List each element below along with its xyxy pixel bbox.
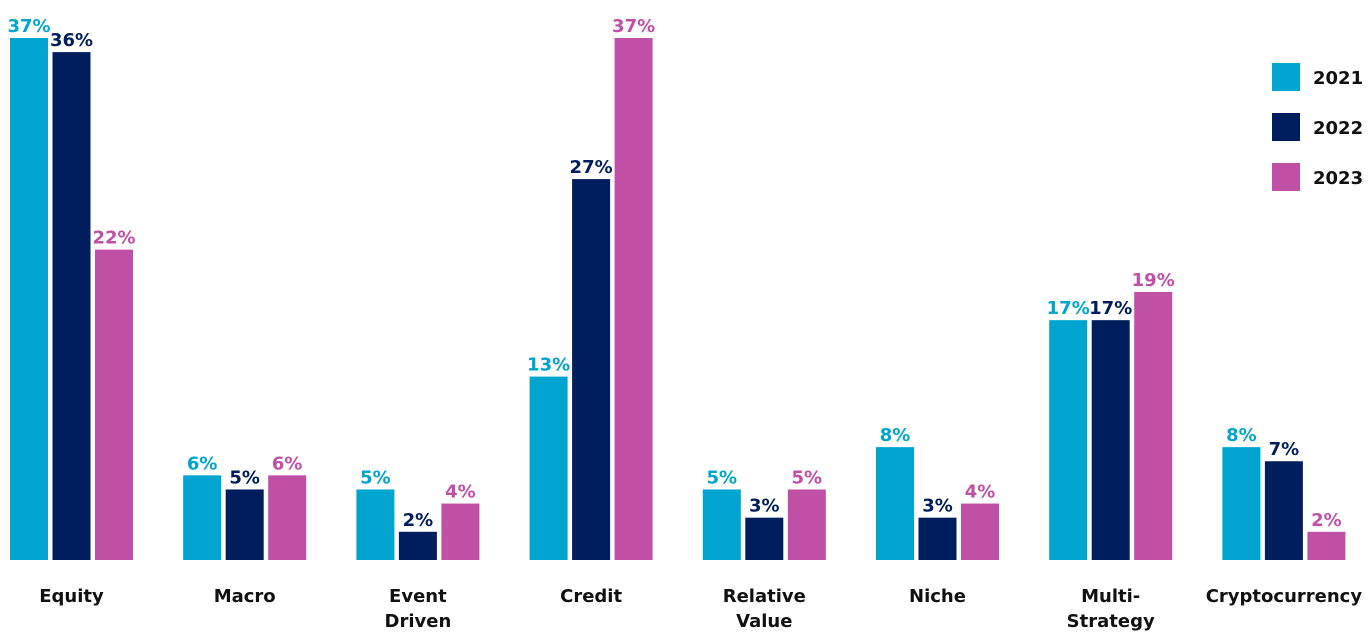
bar (356, 489, 395, 560)
bar (52, 52, 91, 561)
x-tick-label: Equity (39, 586, 104, 607)
value-label: 5% (360, 467, 391, 488)
value-label: 2% (1311, 510, 1342, 531)
x-tick-label: Macro (213, 586, 276, 607)
value-label: 3% (922, 496, 953, 517)
value-label: 4% (445, 482, 476, 503)
bar (745, 517, 784, 560)
x-tick-label: Credit (560, 586, 623, 607)
x-tick-label: Event Driven (384, 586, 452, 632)
legend-swatch (1272, 113, 1300, 141)
value-label: 5% (707, 467, 738, 488)
value-label: 2% (403, 510, 434, 531)
value-label: 37% (612, 16, 655, 37)
x-tick-label: Cryptocurrency (1205, 586, 1363, 607)
bar (1091, 320, 1130, 560)
bar (1049, 320, 1088, 560)
bar (1222, 447, 1261, 560)
bar (961, 503, 999, 560)
value-label: 13% (527, 355, 570, 376)
legend-label: 2021 (1313, 68, 1363, 89)
bar (572, 179, 611, 560)
bar (225, 489, 264, 560)
value-label: 3% (749, 496, 780, 517)
bar (918, 517, 957, 560)
legend-label: 2023 (1313, 168, 1363, 189)
bar (10, 38, 48, 560)
bar (95, 249, 133, 560)
value-label: 17% (1089, 298, 1132, 319)
x-tick-label: Relative Value (722, 586, 806, 632)
value-label: 19% (1132, 270, 1175, 291)
legend-swatch (1272, 163, 1300, 191)
x-tick-label: Niche (909, 586, 966, 607)
bar (1307, 531, 1346, 560)
value-label: 5% (792, 467, 823, 488)
value-label: 8% (1226, 425, 1257, 446)
bar (876, 447, 914, 560)
value-label: 22% (92, 228, 135, 249)
x-tick-label: Multi-Strategy (1066, 586, 1155, 632)
bar (398, 531, 437, 560)
value-label: 7% (1269, 439, 1300, 460)
bar (1264, 461, 1303, 560)
bar (441, 503, 480, 560)
bar (529, 376, 568, 560)
value-label: 6% (272, 453, 303, 474)
bar (268, 475, 307, 560)
bar (702, 489, 741, 560)
legend-label: 2022 (1313, 118, 1363, 139)
value-label: 8% (880, 425, 911, 446)
value-label: 17% (1047, 298, 1090, 319)
bar (1134, 291, 1173, 560)
value-label: 6% (187, 453, 218, 474)
value-label: 37% (7, 16, 50, 37)
bar (614, 38, 653, 560)
value-label: 36% (50, 30, 93, 51)
legend-swatch (1272, 63, 1300, 91)
value-label: 27% (570, 157, 613, 178)
value-label: 5% (229, 467, 260, 488)
bar (787, 489, 826, 560)
bar (183, 475, 222, 560)
value-label: 4% (965, 482, 996, 503)
